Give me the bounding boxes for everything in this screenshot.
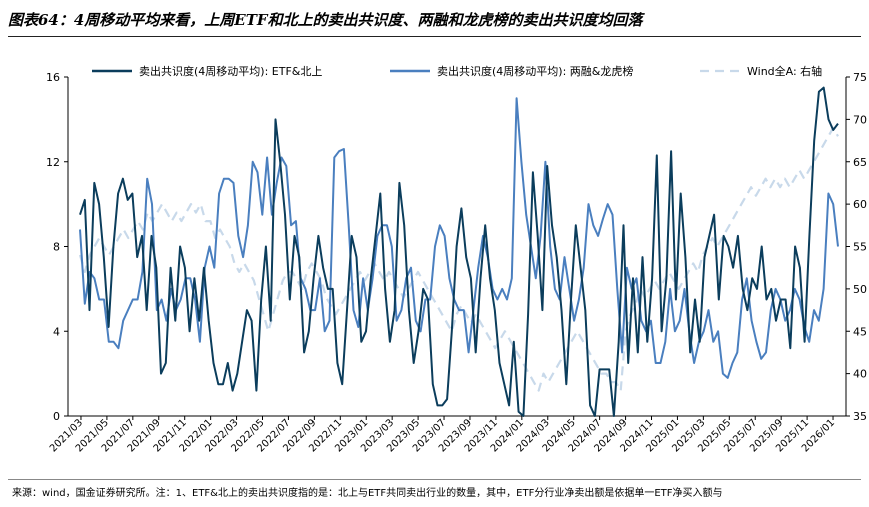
right-tick-label: 70 <box>853 113 867 126</box>
chart-title: 图表64：4周移动平均来看，上周ETF和北上的卖出共识度、两融和龙虎榜的卖出共识… <box>8 11 643 29</box>
legend-label-0: 卖出共识度(4周移动平均): ETF&北上 <box>139 64 322 78</box>
right-tick-label: 50 <box>853 283 867 296</box>
legend-label-2: Wind全A: 右轴 <box>747 64 822 78</box>
left-tick-label: 16 <box>46 71 60 84</box>
right-tick-label: 35 <box>853 410 867 423</box>
right-tick-label: 40 <box>853 368 867 381</box>
source-note: 来源：wind，国金证券研究所。注：1、ETF&北上的卖出共识度指的是：北上与E… <box>12 488 723 499</box>
right-tick-label: 65 <box>853 156 867 169</box>
title-divider <box>8 36 861 37</box>
left-tick-label: 8 <box>53 241 60 254</box>
left-tick-label: 12 <box>46 156 60 169</box>
right-tick-label: 55 <box>853 241 867 254</box>
footer-divider <box>8 479 861 480</box>
right-tick-label: 60 <box>853 198 867 211</box>
left-tick-label: 4 <box>53 325 60 338</box>
series-line-0 <box>79 86 839 417</box>
left-tick-label: 0 <box>53 410 60 423</box>
chart: 04812163540455055606570752021/032021/052… <box>46 64 867 454</box>
series-line-1 <box>79 97 839 379</box>
chart-series <box>78 86 839 417</box>
legend-label-1: 卖出共识度(4周移动平均): 两融&龙虎榜 <box>437 64 633 78</box>
series-line-2 <box>78 126 839 392</box>
chart-legend: 卖出共识度(4周移动平均): ETF&北上 卖出共识度(4周移动平均): 两融&龙… <box>92 64 822 78</box>
right-tick-label: 45 <box>853 325 867 338</box>
right-tick-label: 75 <box>853 71 867 84</box>
